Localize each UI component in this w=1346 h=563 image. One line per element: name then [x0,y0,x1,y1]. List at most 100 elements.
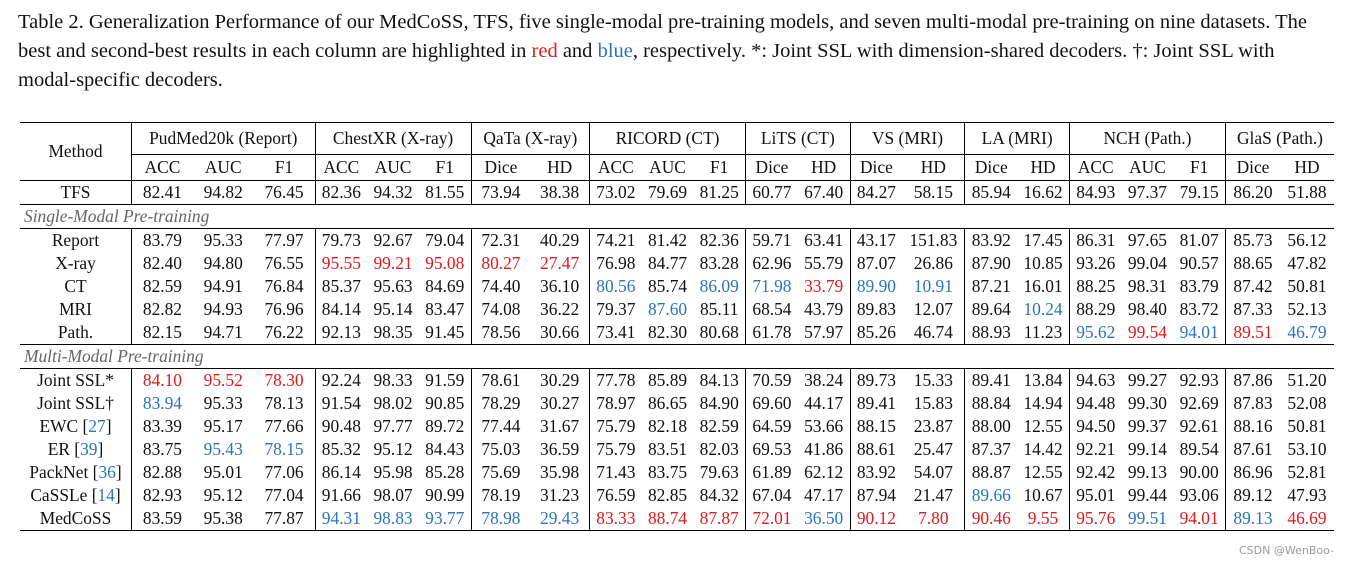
table-cell: 83.75 [647,462,688,482]
method-header: Method [20,122,132,181]
metric-header: Dice [745,154,798,181]
table-cell: 46.79 [1287,322,1327,342]
table-cell: 87.87 [693,507,746,531]
table-cell: 94.63 [1068,368,1122,392]
table-cell: 89.51 [1224,321,1280,345]
citation-link[interactable]: 36 [98,462,116,482]
table-cell: 92.67 [367,228,419,252]
table-cell: 51.20 [1279,368,1334,392]
table-cell: 93.77 [418,507,472,531]
caption-text-2: and [557,40,598,62]
table-cell: 89.83 [849,298,903,321]
citation-link[interactable]: 14 [97,485,115,505]
table-cell: 151.83 [902,228,965,252]
table-cell: 77.87 [253,507,315,531]
table-cell: 89.73 [849,368,903,392]
table-cell: 85.26 [849,321,903,345]
table-cell: 31.23 [540,485,580,505]
table-cell: 87.83 [1224,392,1280,415]
table-cell: 12.55 [1023,416,1063,436]
table-cell: 97.65 [1121,228,1174,252]
table-cell: 87.86 [1224,368,1280,392]
table-cell: 82.40 [130,252,193,275]
caption-text-1: Table 2. Generalization Performance of o… [18,11,1307,62]
table-cell: 62.12 [804,462,844,482]
table-cell: 76.96 [264,299,304,319]
table-cell: 99.51 [1121,507,1174,531]
citation-link[interactable]: 27 [88,416,106,436]
metric-header: F1 [693,154,746,181]
table-cell: 83.94 [130,392,193,415]
method-name: Joint SSL† [20,392,132,415]
table-cell: 7.80 [902,507,965,531]
table-cell: 88.29 [1068,298,1122,321]
table-cell: 36.59 [540,439,580,459]
table-row: CT 82.59 94.91 76.84 85.37 95.63 84.69 74.40 36.… [20,275,1334,298]
table-cell: 78.56 [470,321,531,345]
method-label: Joint SSL* [37,370,114,390]
table-cell: 85.94 [964,180,1018,205]
table-cell: 10.67 [1023,485,1063,505]
table-row: Report 83.79 95.33 77.97 79.73 92.67 79.04 72.3… [20,228,1334,252]
table-cell: 61.78 [745,321,798,345]
table-cell: 95.76 [1068,507,1122,531]
table-cell: 81.55 [418,180,472,205]
metric-header: HD [902,154,965,181]
table-cell: 84.32 [699,485,739,505]
table-cell: 86.96 [1224,461,1280,484]
table-cell: 63.41 [797,228,851,252]
table-row: TFS 82.41 94.82 76.45 82.36 94.32 81.55 73.94 38… [20,180,1334,205]
table-cell: 92.93 [1173,368,1226,392]
table-cell: 84.27 [849,180,903,205]
table-cell: 92.61 [1179,416,1219,436]
table-cell: 92.69 [1179,393,1219,413]
method-label: Report [51,230,100,250]
table-cell: 84.14 [314,298,368,321]
table-row: ER [39] 83.75 95.43 78.15 85.32 95.12 84.43 75.… [20,438,1334,461]
table-cell: 10.91 [913,276,953,296]
table-cell: 77.78 [588,368,642,392]
table-cell: 87.07 [849,252,903,275]
table-cell: 81.25 [693,180,746,205]
table-cell: 77.66 [264,416,304,436]
table-cell: 70.59 [745,368,798,392]
method-label: PackNet [29,462,89,482]
table-cell: 15.83 [913,393,953,413]
table-cell: 73.41 [588,321,642,345]
method-label: TFS [60,182,91,202]
metric-header: HD [1279,154,1334,181]
table-cell: 67.40 [797,180,851,205]
table-cell: 90.99 [425,485,465,505]
group-header-row: Method PudMed20k (Report) ChestXR (X-ray… [20,122,1334,181]
method-name: MRI [20,298,132,321]
table-cell: 71.98 [745,275,798,298]
table-cell: 99.44 [1127,485,1168,505]
table-cell: 94.32 [367,180,419,205]
table-cell: 89.12 [1224,484,1280,507]
method-label: X-ray [55,253,96,273]
table-cell: 86.09 [699,276,739,296]
metric-header: ACC [1068,154,1122,181]
table-cell: 82.59 [130,275,193,298]
citation-link[interactable]: 39 [80,439,98,459]
table-cell: 90.48 [314,415,368,438]
table-cell: 82.03 [699,439,739,459]
table-cell: 95.98 [373,462,413,482]
table-cell: 85.32 [314,438,368,461]
table-cell: 88.25 [1068,275,1122,298]
metric-header: HD [797,154,851,181]
table-cell: 52.81 [1287,462,1327,482]
group-header: VS (MRI) [849,122,965,155]
table-cell: 75.79 [588,415,642,438]
table-cell: 99.27 [1121,368,1174,392]
table-cell: 91.59 [418,368,472,392]
table-row: CaSSLe [14] 82.93 95.12 77.04 91.66 98.07 90.9… [20,484,1334,507]
table-row: MRI 82.82 94.93 76.96 84.14 95.14 83.47 74.08 36… [20,298,1334,321]
table-cell: 88.00 [964,415,1018,438]
table-cell: 82.93 [130,484,193,507]
table-cell: 84.10 [130,368,193,392]
table-cell: 14.94 [1023,393,1063,413]
table-cell: 94.50 [1068,415,1122,438]
table-cell: 30.27 [540,393,580,413]
table-cell: 67.04 [745,484,798,507]
